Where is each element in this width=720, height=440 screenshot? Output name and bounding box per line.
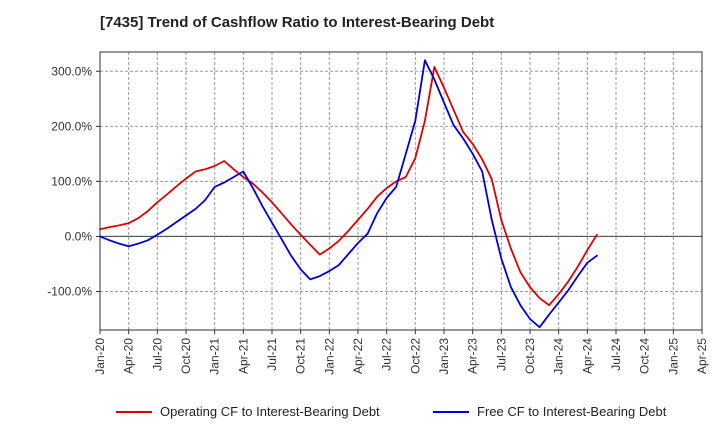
x-tick-label: Apr-24 (580, 338, 594, 374)
legend: Operating CF to Interest-Bearing Debt Fr… (0, 404, 720, 426)
chart-title: [7435] Trend of Cashflow Ratio to Intere… (100, 14, 495, 31)
x-tick-label: Jan-25 (666, 338, 680, 375)
x-tick-label: Apr-21 (236, 338, 250, 374)
y-tick-label: 0.0% (65, 229, 93, 243)
x-tick-label: Jan-21 (208, 338, 222, 375)
legend-swatch-free-cf (433, 410, 469, 413)
x-tick-label: Jan-24 (552, 338, 566, 375)
y-tick-label: -100.0% (47, 284, 92, 298)
x-tick-label: Oct-21 (294, 338, 308, 374)
y-tick-label: 300.0% (51, 64, 92, 78)
x-tick-label: Jul-20 (150, 338, 164, 371)
x-tick-label: Jul-24 (609, 338, 623, 371)
series-line-free-cf (99, 59, 598, 329)
x-tick-label: Jan-22 (322, 338, 336, 375)
x-tick-label: Apr-25 (695, 338, 709, 374)
y-tick-label: 200.0% (51, 119, 92, 133)
grid (99, 52, 703, 330)
legend-item-free-cf: Free CF to Interest-Bearing Debt (433, 404, 666, 419)
x-tick-label: Jul-23 (494, 338, 508, 371)
x-tick-label: Jul-21 (265, 338, 279, 371)
x-tick-label: Oct-24 (638, 338, 652, 374)
legend-item-operating-cf: Operating CF to Interest-Bearing Debt (116, 404, 380, 419)
x-tick-label: Oct-20 (179, 338, 193, 374)
x-tick-label: Apr-23 (466, 338, 480, 374)
plot-frame (99, 51, 703, 331)
legend-label-operating-cf: Operating CF to Interest-Bearing Debt (160, 404, 380, 419)
axes: Jan-20 Apr-20 Jul-20 Oct-20 Jan-21 Apr-21 Jul-… (47, 64, 709, 374)
x-tick-label: Jan-20 (93, 338, 107, 375)
x-tick-label: Apr-20 (122, 338, 136, 374)
series-lines (99, 59, 598, 329)
legend-swatch-operating-cf (116, 410, 152, 413)
legend-label-free-cf: Free CF to Interest-Bearing Debt (477, 404, 667, 419)
x-tick-label: Apr-22 (351, 338, 365, 374)
x-tick-label: Oct-23 (523, 338, 537, 374)
series-line-operating-cf (99, 66, 598, 307)
y-tick-label: 100.0% (51, 174, 92, 188)
x-tick-label: Oct-22 (408, 338, 422, 374)
x-tick-label: Jan-23 (437, 338, 451, 375)
x-tick-label: Jul-22 (380, 338, 394, 371)
